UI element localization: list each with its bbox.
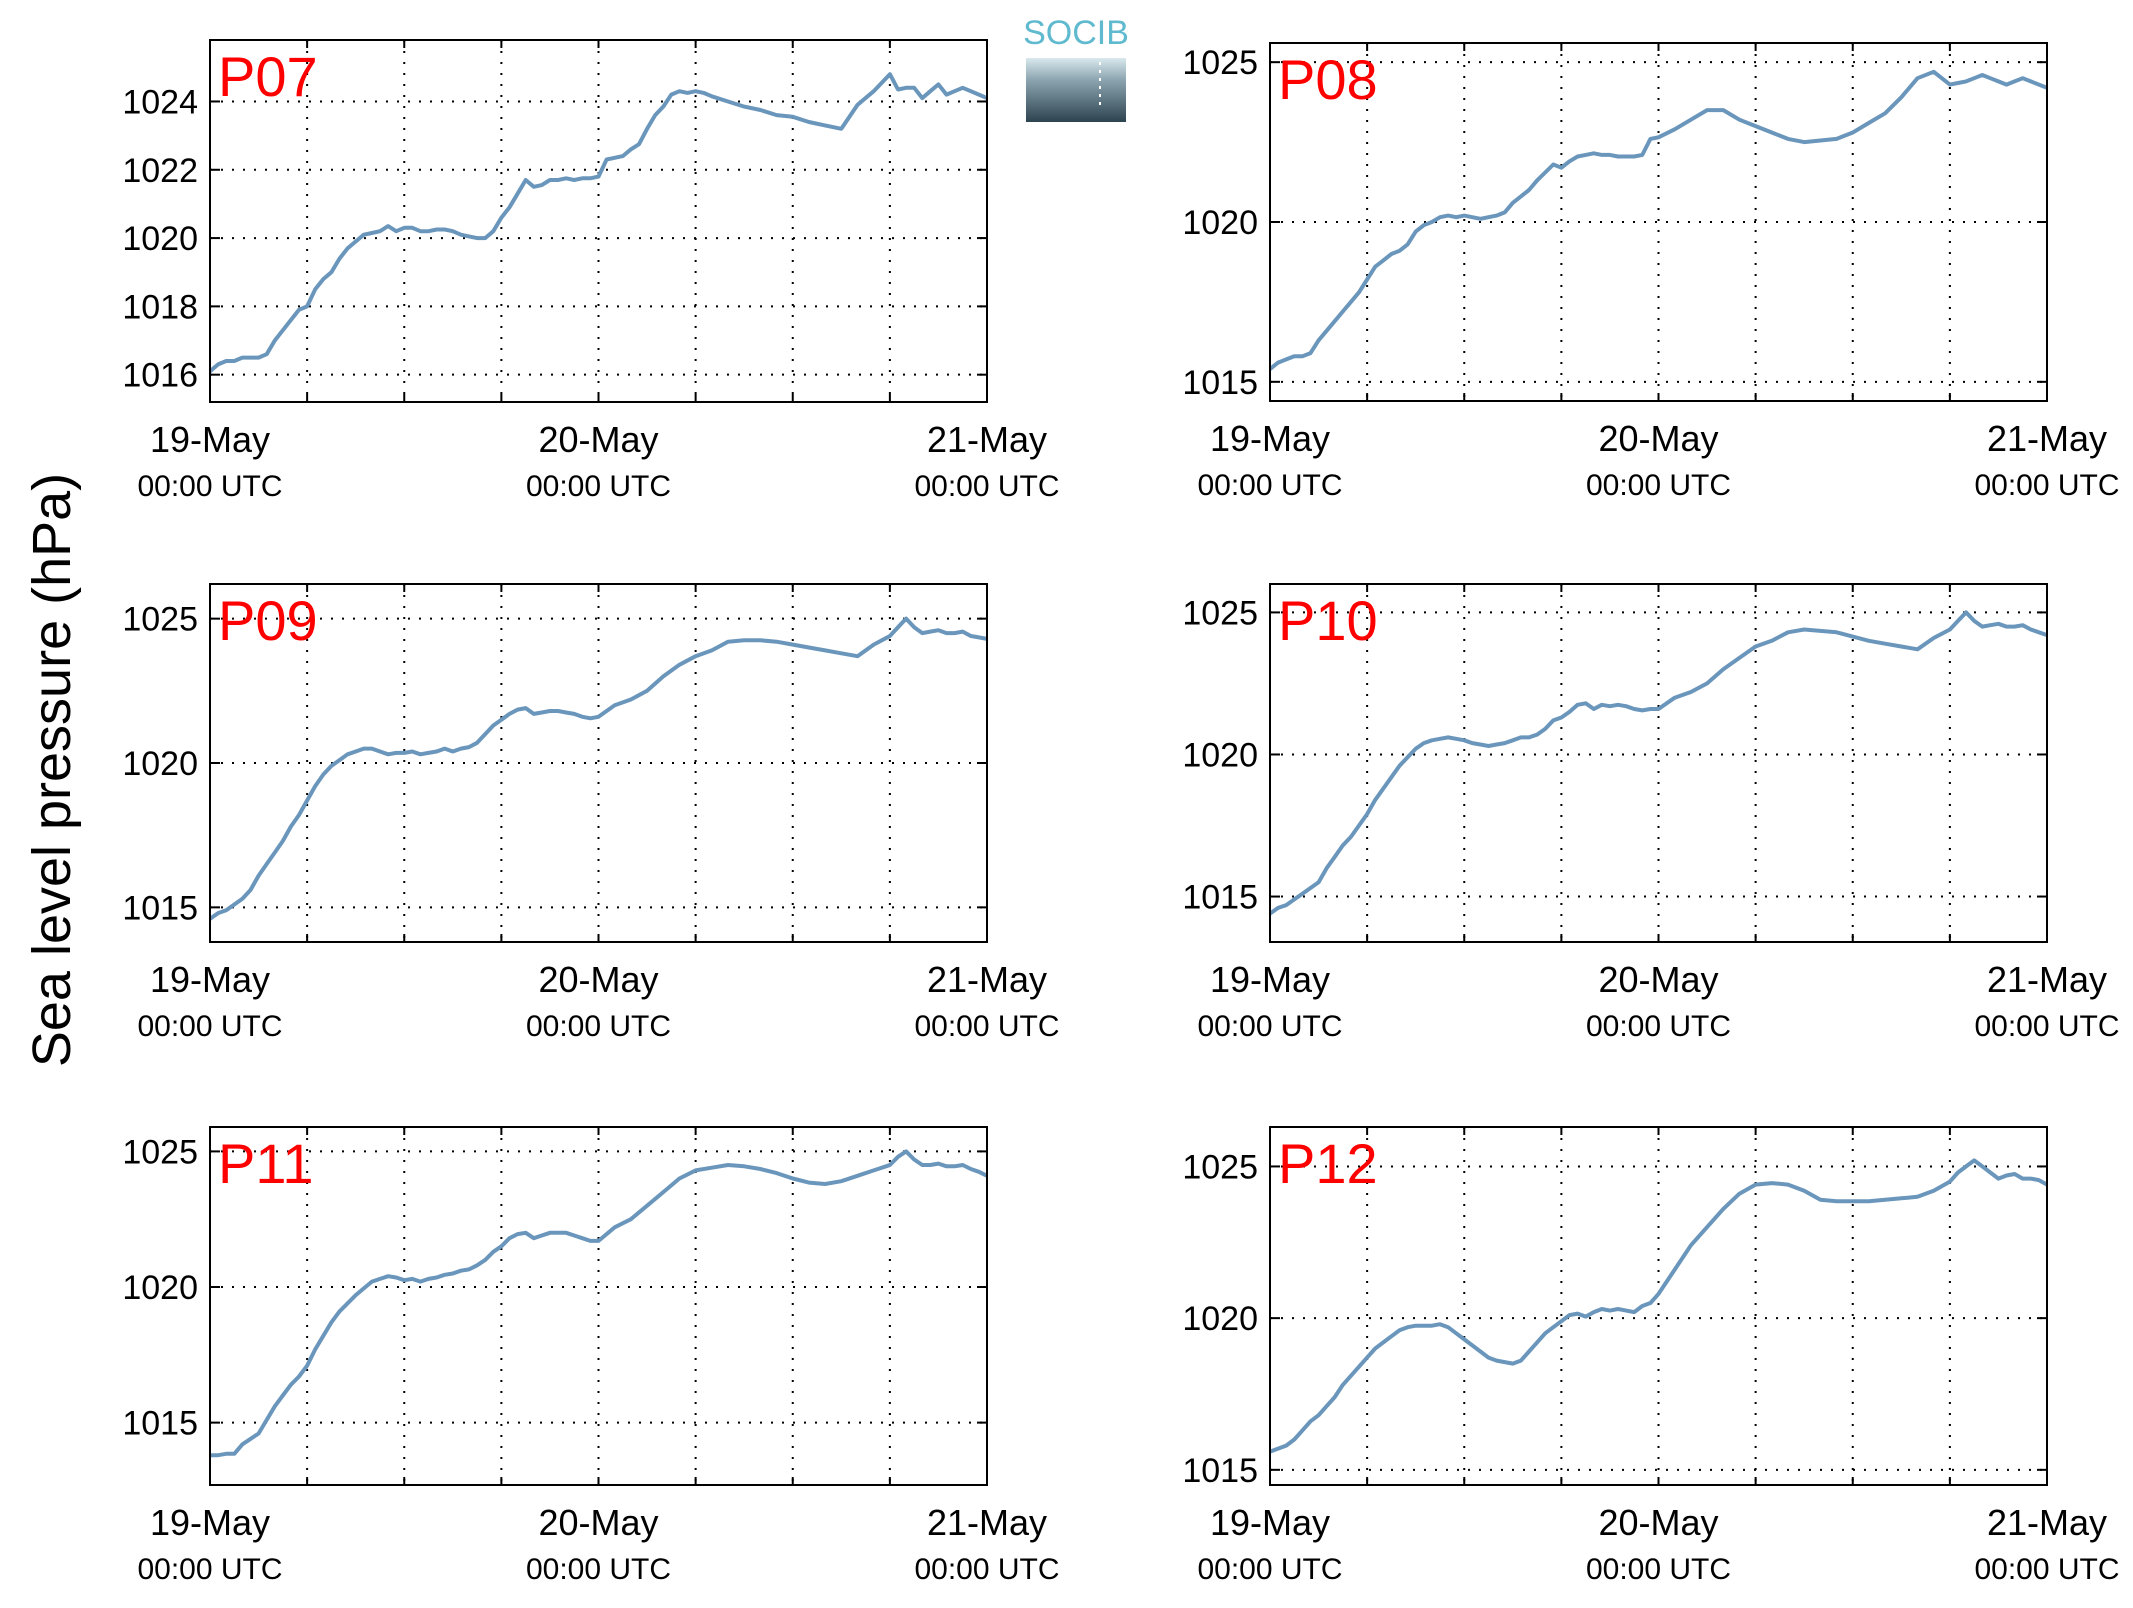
series-line-p10 (1268, 610, 2048, 916)
x-tick-label-date: 21-May (1987, 418, 2107, 459)
y-tick-label: 1020 (1182, 1300, 1258, 1338)
series-line-p07 (208, 72, 988, 373)
y-tick-label: 1025 (1182, 594, 1258, 632)
x-tick-label-time: 00:00 UTC (1974, 469, 2119, 502)
x-tick-label-date: 20-May (1598, 418, 1718, 459)
socib-logo: SOCIB (1023, 14, 1129, 122)
axes-frame (1269, 42, 2048, 402)
y-tick-label: 1025 (1182, 44, 1258, 82)
y-tick-label: 1025 (122, 601, 198, 639)
x-tick-label-date: 20-May (538, 959, 658, 1000)
x-tick-label-time: 00:00 UTC (1974, 1010, 2119, 1043)
x-tick-label-date: 21-May (1987, 959, 2107, 1000)
x-tick-label-time: 00:00 UTC (1586, 469, 1731, 502)
panel-label: P07 (218, 45, 318, 108)
x-tick-label-date: 20-May (1598, 1502, 1718, 1543)
y-tick-label: 1015 (122, 889, 198, 927)
x-tick-label-time: 00:00 UTC (137, 1010, 282, 1043)
x-tick-label-date: 19-May (150, 1502, 270, 1543)
socib-logo-text: SOCIB (1023, 14, 1129, 52)
y-tick-label: 1025 (1182, 1148, 1258, 1186)
series-line-p09 (208, 616, 988, 921)
y-tick-label: 1015 (1182, 1452, 1258, 1490)
x-tick-label-time: 00:00 UTC (526, 1010, 671, 1043)
axes-frame (209, 583, 988, 943)
x-tick-label-time: 00:00 UTC (914, 1010, 1059, 1043)
panel-p11: 1015 1020 1025 19-May 00:00 UTC 20-May 00:00 U… (122, 1126, 1060, 1586)
panel-label: P11 (218, 1132, 313, 1195)
panel-p12: 1015 1020 1025 19-May 00:00 UTC 20-May 00:00 U… (1182, 1126, 2120, 1586)
series-line-p12 (1269, 1158, 2048, 1454)
axes-frame (209, 1126, 988, 1486)
y-tick-label: 1018 (122, 288, 198, 326)
x-tick-label-date: 20-May (538, 419, 658, 460)
series-line-p08 (1268, 69, 2048, 371)
x-tick-label-time: 00:00 UTC (1586, 1553, 1731, 1586)
y-tick-label: 1025 (122, 1133, 198, 1171)
y-tick-label: 1020 (1182, 204, 1258, 242)
x-tick-label-date: 19-May (150, 959, 270, 1000)
y-tick-label: 1016 (122, 357, 198, 395)
axes-frame (1269, 583, 2048, 943)
y-tick-label: 1015 (1182, 879, 1258, 917)
x-tick-label-time: 00:00 UTC (526, 1553, 671, 1586)
y-tick-label: 1015 (1182, 364, 1258, 402)
series-line-p11 (210, 1149, 988, 1458)
panel-label: P09 (218, 589, 318, 652)
axes-frame (209, 39, 988, 403)
x-tick-label-date: 20-May (538, 1502, 658, 1543)
y-tick-label: 1020 (1182, 736, 1258, 774)
y-tick-label: 1020 (122, 1269, 198, 1307)
x-tick-label-date: 19-May (1210, 959, 1330, 1000)
axes-frame (1269, 1126, 2048, 1486)
panel-p09: 1015 1020 1025 19-May 00:00 UTC 20-May 00:00 U… (122, 583, 1060, 1043)
x-tick-label-date: 19-May (150, 419, 270, 460)
x-tick-label-date: 21-May (927, 419, 1047, 460)
x-tick-label-date: 21-May (1987, 1502, 2107, 1543)
x-tick-label-time: 00:00 UTC (1586, 1010, 1731, 1043)
x-tick-label-time: 00:00 UTC (137, 1553, 282, 1586)
x-tick-label-time: 00:00 UTC (914, 470, 1059, 503)
x-tick-label-time: 00:00 UTC (526, 470, 671, 503)
panel-label: P12 (1278, 1132, 1378, 1195)
x-tick-label-time: 00:00 UTC (137, 470, 282, 503)
y-axis-label: Sea level pressure (hPa) (22, 473, 82, 1067)
x-tick-label-date: 20-May (1598, 959, 1718, 1000)
y-tick-label: 1024 (122, 83, 198, 121)
x-tick-label-time: 00:00 UTC (1197, 469, 1342, 502)
panel-label: P10 (1278, 589, 1378, 652)
x-tick-label-date: 21-May (927, 1502, 1047, 1543)
panel-p07: 1016 1018 1020 1022 1024 19-May 00:00 UTC 20-Ma… (122, 39, 1060, 503)
y-tick-label: 1020 (122, 745, 198, 783)
y-tick-label: 1015 (122, 1405, 198, 1443)
x-tick-label-date: 21-May (927, 959, 1047, 1000)
x-tick-label-time: 00:00 UTC (1974, 1553, 2119, 1586)
panel-p08: 1015 1020 1025 19-May 00:00 UTC 20-May 00:00 U… (1182, 42, 2120, 502)
y-tick-label: 1022 (122, 152, 198, 190)
socib-logo-wave (1026, 58, 1126, 122)
x-tick-label-time: 00:00 UTC (914, 1553, 1059, 1586)
x-tick-label-time: 00:00 UTC (1197, 1553, 1342, 1586)
x-tick-label-date: 19-May (1210, 1502, 1330, 1543)
panel-p10: 1015 1020 1025 19-May 00:00 UTC 20-May 00:00 U… (1182, 583, 2120, 1043)
y-tick-label: 1020 (122, 220, 198, 258)
panel-label: P08 (1278, 48, 1378, 111)
x-tick-label-time: 00:00 UTC (1197, 1010, 1342, 1043)
x-tick-label-date: 19-May (1210, 418, 1330, 459)
